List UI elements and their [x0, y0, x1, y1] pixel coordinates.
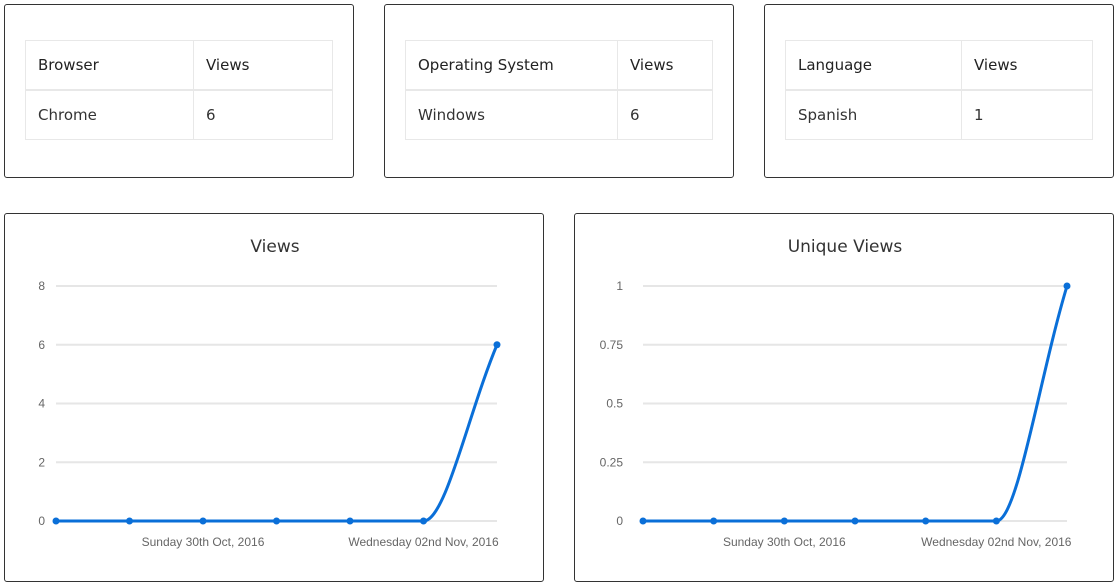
os-card: Operating System Views Windows 6	[384, 4, 734, 178]
table-cell: 6	[193, 89, 333, 140]
data-point	[780, 517, 788, 525]
views-chart-card: Views 0 2 4 6 8 Sunday 30th Oct, 2016 Wednesday…	[4, 213, 544, 582]
y-tick-label: 2	[38, 455, 45, 469]
data-point	[273, 517, 280, 525]
y-tick-label: 1	[616, 279, 623, 293]
data-point	[126, 517, 133, 525]
y-tick-label: 0.25	[600, 455, 624, 469]
data-point	[710, 517, 718, 525]
y-tick-label: 4	[38, 397, 45, 411]
x-tick-label: Wednesday 02nd Nov, 2016	[348, 535, 499, 549]
data-point	[52, 517, 60, 525]
chart-title: Views	[250, 237, 299, 257]
table-cell: Windows	[405, 89, 618, 140]
unique-views-chart: Unique Views 0 0.25 0.5 0.75 1 Sunday 30th Oct…	[600, 237, 1072, 549]
language-card: Language Views Spanish 1	[764, 4, 1114, 178]
data-point	[420, 517, 427, 525]
table-header: Language	[785, 40, 962, 91]
table-cell: 6	[617, 89, 713, 140]
data-point	[199, 517, 207, 525]
data-point	[346, 517, 354, 525]
data-point	[922, 517, 930, 525]
table-header: Views	[617, 40, 713, 91]
table-cell: Spanish	[785, 89, 962, 140]
data-point	[992, 517, 1000, 525]
series-line	[56, 344, 499, 523]
y-tick-label: 6	[38, 338, 45, 352]
browser-card: Browser Views Chrome 6	[4, 4, 354, 178]
data-point	[493, 341, 501, 349]
table-header: Views	[193, 40, 333, 91]
y-tick-label: 0.5	[606, 397, 623, 411]
table-cell: 1	[961, 89, 1093, 140]
x-tick-label: Sunday 30th Oct, 2016	[723, 535, 846, 549]
table-row: Chrome 6	[25, 89, 333, 140]
x-tick-label: Wednesday 02nd Nov, 2016	[921, 535, 1072, 549]
language-table: Language Views Spanish 1	[785, 40, 1093, 140]
data-point	[1063, 282, 1071, 290]
table-header: Browser	[25, 40, 194, 91]
table-header: Views	[961, 40, 1093, 91]
table-row: Spanish 1	[785, 89, 1093, 140]
y-tick-label: 0.75	[600, 338, 624, 352]
chart-title: Unique Views	[788, 237, 903, 257]
x-tick-label: Sunday 30th Oct, 2016	[142, 535, 265, 549]
data-point	[639, 517, 647, 525]
y-tick-label: 8	[38, 279, 45, 293]
table-cell: Chrome	[25, 89, 194, 140]
table-header: Operating System	[405, 40, 618, 91]
browser-table: Browser Views Chrome 6	[25, 40, 333, 140]
table-row: Windows 6	[405, 89, 713, 140]
unique-views-chart-card: Unique Views 0 0.25 0.5 0.75 1 Sunday 30th Oct…	[574, 213, 1114, 582]
y-tick-label: 0	[616, 514, 623, 528]
y-tick-label: 0	[38, 514, 45, 528]
os-table: Operating System Views Windows 6	[405, 40, 713, 140]
views-chart: Views 0 2 4 6 8 Sunday 30th Oct, 2016 Wednesday…	[38, 237, 501, 549]
data-point	[851, 517, 859, 525]
